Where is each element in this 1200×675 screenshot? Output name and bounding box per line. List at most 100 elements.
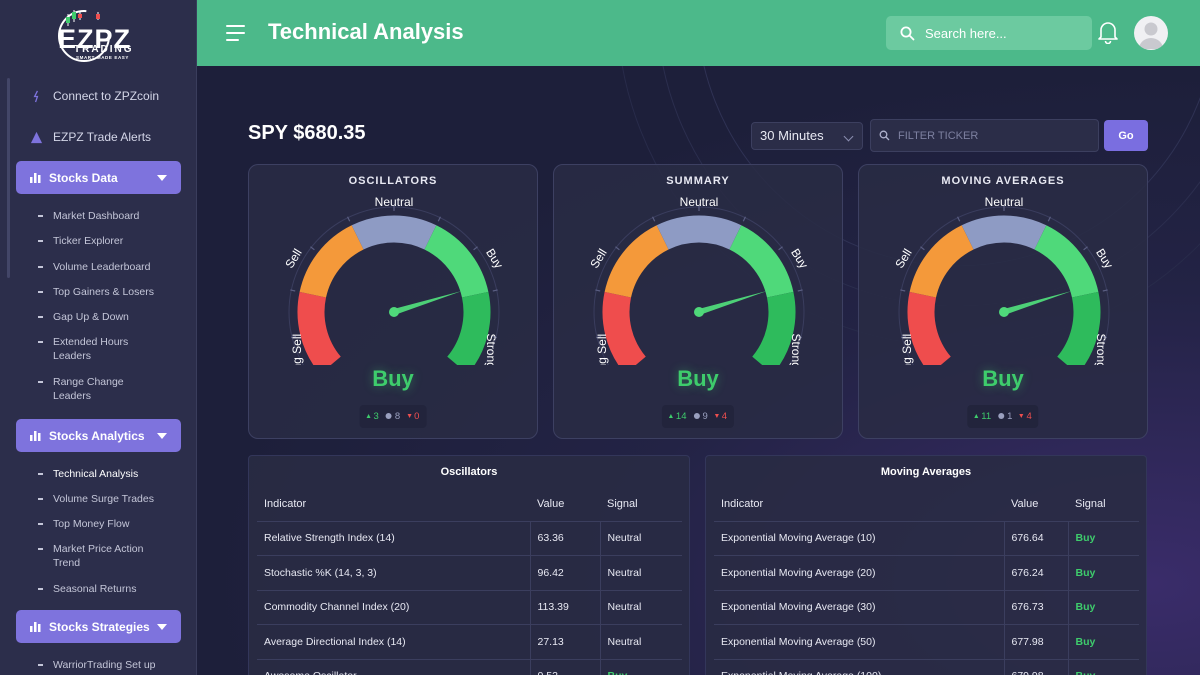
gauge-tick xyxy=(651,216,656,222)
value-cell: 676.64 xyxy=(1003,521,1068,556)
value-cell: 113.39 xyxy=(529,590,600,625)
avatar[interactable] xyxy=(1134,16,1168,50)
sidebar-group-stocks-data[interactable]: Stocks Data xyxy=(16,161,181,194)
table-row[interactable]: Average Directional Index (14) 27.13 Neutr… xyxy=(257,624,682,660)
signal-cell: Neutral xyxy=(599,555,682,591)
table-row[interactable]: Exponential Moving Average (50) 677.98 Buy xyxy=(714,624,1139,660)
gauge-tick xyxy=(1102,289,1108,292)
sidebar-group-stocks-strategies[interactable]: Stocks Strategies xyxy=(16,610,181,643)
bar-chart-icon xyxy=(30,173,41,183)
table-row[interactable]: Exponential Moving Average (10) 676.64 Buy xyxy=(714,521,1139,556)
filter-ticker-box[interactable] xyxy=(870,119,1099,152)
gauge-tick xyxy=(900,289,906,292)
gauge-tick xyxy=(291,335,297,339)
go-button[interactable]: Go xyxy=(1104,120,1148,151)
gauge-label-neutral: Neutral xyxy=(680,195,719,209)
timeframe-select[interactable]: 30 Minutes xyxy=(751,122,863,150)
gauge-tick xyxy=(491,335,497,339)
table-header-row: Indicator Value Signal xyxy=(257,488,682,522)
sidebar-item-top-gainers-losers[interactable]: Top Gainers & Losers xyxy=(38,285,188,299)
sell-count-value: 4 xyxy=(721,411,728,422)
table-title: Oscillators xyxy=(440,466,498,478)
buy-count-value: 14 xyxy=(675,411,687,422)
gauge-label-strong-sell: Strong Sell xyxy=(290,334,304,365)
sidebar-scrollbar[interactable] xyxy=(7,78,10,278)
table-row[interactable]: Stochastic %K (14, 3, 3) 96.42 Neutral xyxy=(257,555,682,591)
sidebar-item-gap-up-down[interactable]: Gap Up & Down xyxy=(38,310,188,324)
dot-icon xyxy=(693,413,700,419)
sidebar-item-extended-hours-leaders[interactable]: Extended Hours Leaders xyxy=(38,335,163,363)
table-row[interactable]: Commodity Channel Index (20) 113.39 Neutra… xyxy=(257,590,682,625)
sidebar-link-trade-alerts[interactable]: EZPZ Trade Alerts xyxy=(30,130,151,144)
sidebar-link-connect-zpzcoin[interactable]: Connect to ZPZcoin xyxy=(30,89,159,103)
table-row[interactable]: Exponential Moving Average (20) 676.24 Buy xyxy=(714,555,1139,591)
strong-buy-segment xyxy=(446,291,491,365)
menu-icon[interactable] xyxy=(226,25,245,41)
buy-segment xyxy=(728,225,794,299)
search-box[interactable] xyxy=(886,16,1092,50)
gauge-label-neutral: Neutral xyxy=(985,195,1024,209)
sidebar-item-volume-surge-trades[interactable]: Volume Surge Trades xyxy=(38,492,188,506)
arrow-down-icon xyxy=(714,414,719,418)
column-header-signal[interactable]: Signal xyxy=(1068,488,1139,522)
column-header-signal[interactable]: Signal xyxy=(600,488,682,522)
gauge-label-strong-sell: Strong Sell xyxy=(595,334,609,365)
sidebar-item-top-money-flow[interactable]: Top Money Flow xyxy=(38,517,188,531)
search-input[interactable] xyxy=(925,25,1085,41)
table-row[interactable]: Awesome Oscillator0.52Buy xyxy=(257,659,682,675)
sidebar-group-stocks-analytics[interactable]: Stocks Analytics xyxy=(16,419,181,452)
column-header-indicator[interactable]: Indicator xyxy=(714,488,1004,522)
sidebar-item-market-dashboard[interactable]: Market Dashboard xyxy=(38,209,188,223)
indicator-cell: Awesome Oscillator xyxy=(257,659,530,675)
gauge-label-strong-buy: Strong Buy xyxy=(484,333,498,365)
gauge-needle xyxy=(1003,291,1072,315)
gauge-label-buy: Buy xyxy=(1093,246,1116,271)
sidebar-item-ticker-explorer[interactable]: Ticker Explorer xyxy=(38,234,188,248)
gauge-tick xyxy=(290,289,296,292)
table-row[interactable]: Exponential Moving Average (100)679.98Bu… xyxy=(714,659,1139,675)
buy-count-value: 3 xyxy=(373,411,379,422)
bell-icon[interactable] xyxy=(1097,20,1119,44)
table-row[interactable]: Exponential Moving Average (30) 676.73 Buy xyxy=(714,590,1139,625)
column-header-indicator[interactable]: Indicator xyxy=(257,488,530,522)
buy-segment xyxy=(423,225,489,299)
signal-cell: Buy xyxy=(599,659,682,675)
indicator-cell: Exponential Moving Average (50) xyxy=(714,624,1004,660)
sidebar-item-seasonal-returns[interactable]: Seasonal Returns xyxy=(38,582,188,596)
logo-chart-icon xyxy=(58,10,110,62)
bar-chart-icon xyxy=(30,622,41,632)
gauge-verdict: Buy xyxy=(677,366,719,391)
sidebar-item-warriortrading-setup[interactable]: WarriorTrading Set up xyxy=(38,658,188,672)
value-cell: 676.73 xyxy=(1003,590,1068,625)
column-header-value[interactable]: Value xyxy=(1004,488,1068,522)
sidebar-item-range-change-leaders[interactable]: Range Change Leaders xyxy=(38,375,163,403)
gauge-label-strong-sell: Strong Sell xyxy=(900,334,914,365)
indicator-cell: Exponential Moving Average (20) xyxy=(714,555,1004,591)
sidebar-item-market-price-action-trend[interactable]: Market Price Action Trend xyxy=(38,542,163,570)
sell-segment xyxy=(909,225,975,299)
sell-count-value: 0 xyxy=(414,411,420,422)
sidebar-item-technical-analysis[interactable]: Technical Analysis xyxy=(38,467,188,481)
gauge-tick xyxy=(437,216,442,222)
value-cell: 679.98 xyxy=(1003,659,1068,675)
sell-count: 4 xyxy=(714,411,728,422)
brand-logo[interactable]: EZPZ TRADING SMART MADE EASY xyxy=(54,6,150,62)
column-header-value[interactable]: Value xyxy=(530,488,600,522)
gauge-counts: 14 9 4 xyxy=(661,405,735,428)
chevron-down-icon xyxy=(157,433,167,439)
gauge-needle xyxy=(393,291,462,315)
chevron-down-icon xyxy=(843,131,854,142)
sidebar-item-volume-leaderboard[interactable]: Volume Leaderboard xyxy=(38,260,188,274)
table-row[interactable]: Relative Strength Index (14) 63.36 Neutral xyxy=(257,521,682,556)
gauge-card-moving-averages: MOVING AVERAGES Strong Sell Sell Neutral Bu… xyxy=(858,164,1148,439)
gauge-tick xyxy=(956,216,961,222)
filter-ticker-input[interactable] xyxy=(898,129,1088,142)
gauge-tick xyxy=(1047,216,1052,222)
sidebar-group-label: Stocks Analytics xyxy=(49,428,145,443)
neutral-segment xyxy=(351,215,437,250)
chevron-down-icon xyxy=(157,624,167,630)
arrow-down-icon xyxy=(1019,414,1024,418)
logo-tagline: SMART MADE EASY xyxy=(76,55,130,60)
sell-segment xyxy=(604,225,670,299)
gauge-needle-hub xyxy=(999,307,1009,317)
